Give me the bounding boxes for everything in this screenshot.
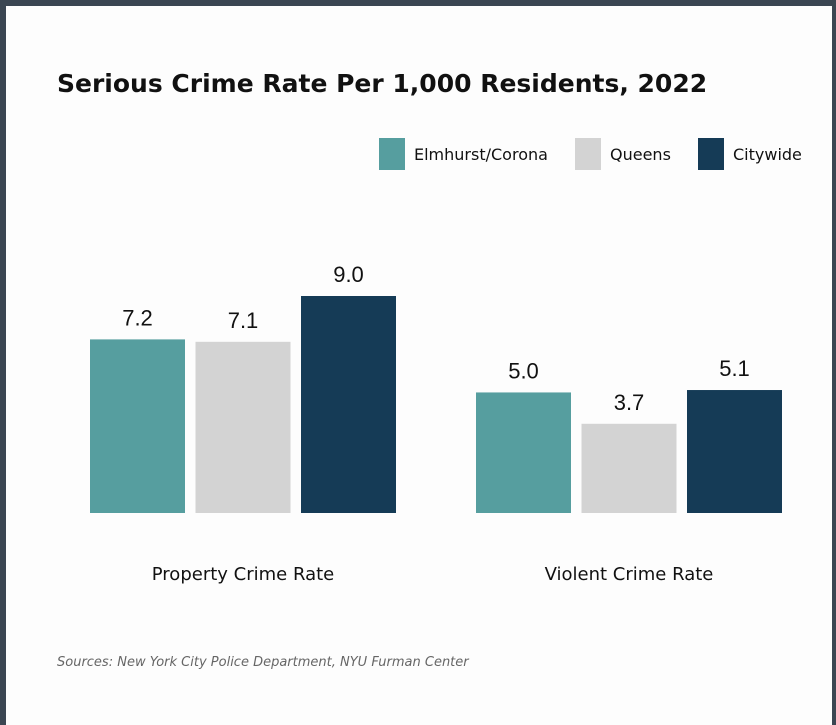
value-label-elmhurst-corona-property-crime-rate: 7.2 — [122, 305, 153, 330]
category-label-property-crime-rate: Property Crime Rate — [152, 564, 334, 585]
legend-label-queens: Queens — [610, 145, 671, 164]
bar-elmhurst-corona-violent-crime-rate — [476, 392, 571, 513]
legend-swatch-citywide — [698, 138, 724, 170]
legend: Elmhurst/Corona Queens Citywide — [379, 138, 802, 170]
legend-label-elmhurst-corona: Elmhurst/Corona — [414, 145, 548, 164]
value-label-queens-property-crime-rate: 7.1 — [228, 308, 259, 333]
value-label-queens-violent-crime-rate: 3.7 — [614, 390, 645, 415]
category-labels: Property Crime Rate Violent Crime Rate — [152, 564, 714, 585]
chart-title: Serious Crime Rate Per 1,000 Residents, … — [57, 69, 707, 98]
value-label-elmhurst-corona-violent-crime-rate: 5.0 — [508, 358, 539, 383]
bar-elmhurst-corona-property-crime-rate — [90, 339, 185, 513]
legend-swatch-elmhurst-corona — [379, 138, 405, 170]
legend-label-citywide: Citywide — [733, 145, 802, 164]
category-label-violent-crime-rate: Violent Crime Rate — [545, 564, 714, 585]
bar-queens-property-crime-rate — [195, 341, 291, 513]
source-note: Sources: New York City Police Department… — [57, 655, 470, 670]
bar-queens-violent-crime-rate — [581, 423, 677, 513]
value-label-citywide-violent-crime-rate: 5.1 — [719, 356, 750, 381]
bar-citywide-property-crime-rate — [301, 296, 396, 513]
value-label-citywide-property-crime-rate: 9.0 — [333, 262, 364, 287]
legend-swatch-queens — [575, 138, 601, 170]
bars-group: 7.2 7.1 9.0 5.0 3.7 5.1 — [90, 262, 782, 513]
bar-citywide-violent-crime-rate — [687, 390, 782, 513]
